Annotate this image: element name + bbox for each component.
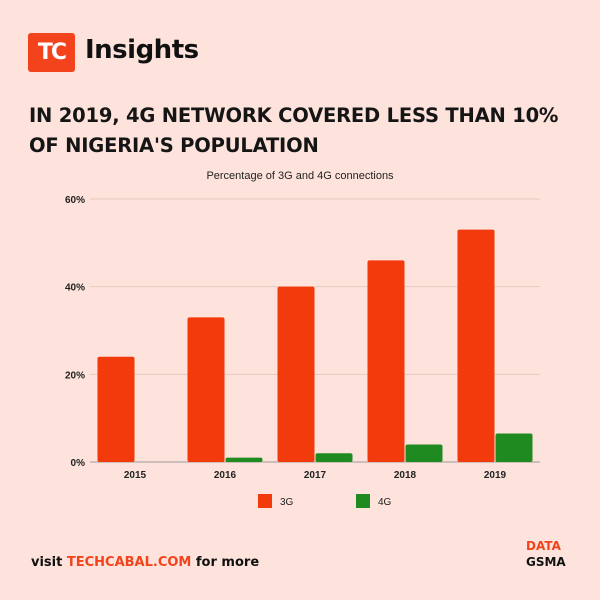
chart: Percentage of 3G and 4G connections 0% 20… bbox=[65, 170, 540, 508]
headline: IN 2019, 4G NETWORK COVERED LESS THAN 10… bbox=[29, 104, 559, 157]
chart-legend: 3G 4G bbox=[258, 494, 392, 508]
visit-suffix: for more bbox=[195, 555, 260, 570]
source-value: GSMA bbox=[526, 555, 566, 569]
chart-bars bbox=[97, 229, 533, 462]
bar-4g-2019 bbox=[495, 433, 533, 462]
x-tick-label: 2015 bbox=[124, 470, 147, 481]
x-tick-label: 2017 bbox=[304, 470, 327, 481]
bar-3g-2015 bbox=[97, 356, 135, 462]
source-label: DATA bbox=[526, 539, 561, 553]
x-tick-label: 2019 bbox=[484, 470, 507, 481]
brand-name: Insights bbox=[85, 35, 199, 65]
y-tick-label: 40% bbox=[65, 283, 85, 294]
bar-4g-2016 bbox=[225, 457, 263, 462]
x-axis-ticks: 2015 2016 2017 2018 2019 bbox=[124, 470, 507, 481]
legend-swatch-4g bbox=[356, 494, 370, 508]
chart-title: Percentage of 3G and 4G connections bbox=[206, 170, 394, 182]
bar-4g-2018 bbox=[405, 444, 443, 462]
legend-label-3g: 3G bbox=[280, 497, 294, 508]
logo-text: TC bbox=[37, 39, 67, 65]
x-tick-label: 2018 bbox=[394, 470, 417, 481]
bar-3g-2017 bbox=[277, 286, 315, 462]
y-tick-label: 20% bbox=[65, 370, 85, 381]
legend-swatch-3g bbox=[258, 494, 272, 508]
y-axis-ticks: 0% 20% 40% 60% bbox=[65, 195, 85, 469]
bar-3g-2019 bbox=[457, 229, 495, 462]
footer-visit: visit TECHCABAL.COM for more bbox=[31, 555, 259, 570]
y-tick-label: 60% bbox=[65, 195, 85, 206]
y-tick-label: 0% bbox=[71, 458, 86, 469]
site-link[interactable]: TECHCABAL.COM bbox=[66, 555, 192, 570]
logo: TC bbox=[28, 33, 75, 72]
legend-label-4g: 4G bbox=[378, 497, 392, 508]
bar-3g-2016 bbox=[187, 317, 225, 462]
x-tick-label: 2016 bbox=[214, 470, 237, 481]
bar-4g-2017 bbox=[315, 453, 353, 462]
visit-prefix: visit bbox=[31, 555, 63, 570]
bar-3g-2018 bbox=[367, 260, 405, 462]
